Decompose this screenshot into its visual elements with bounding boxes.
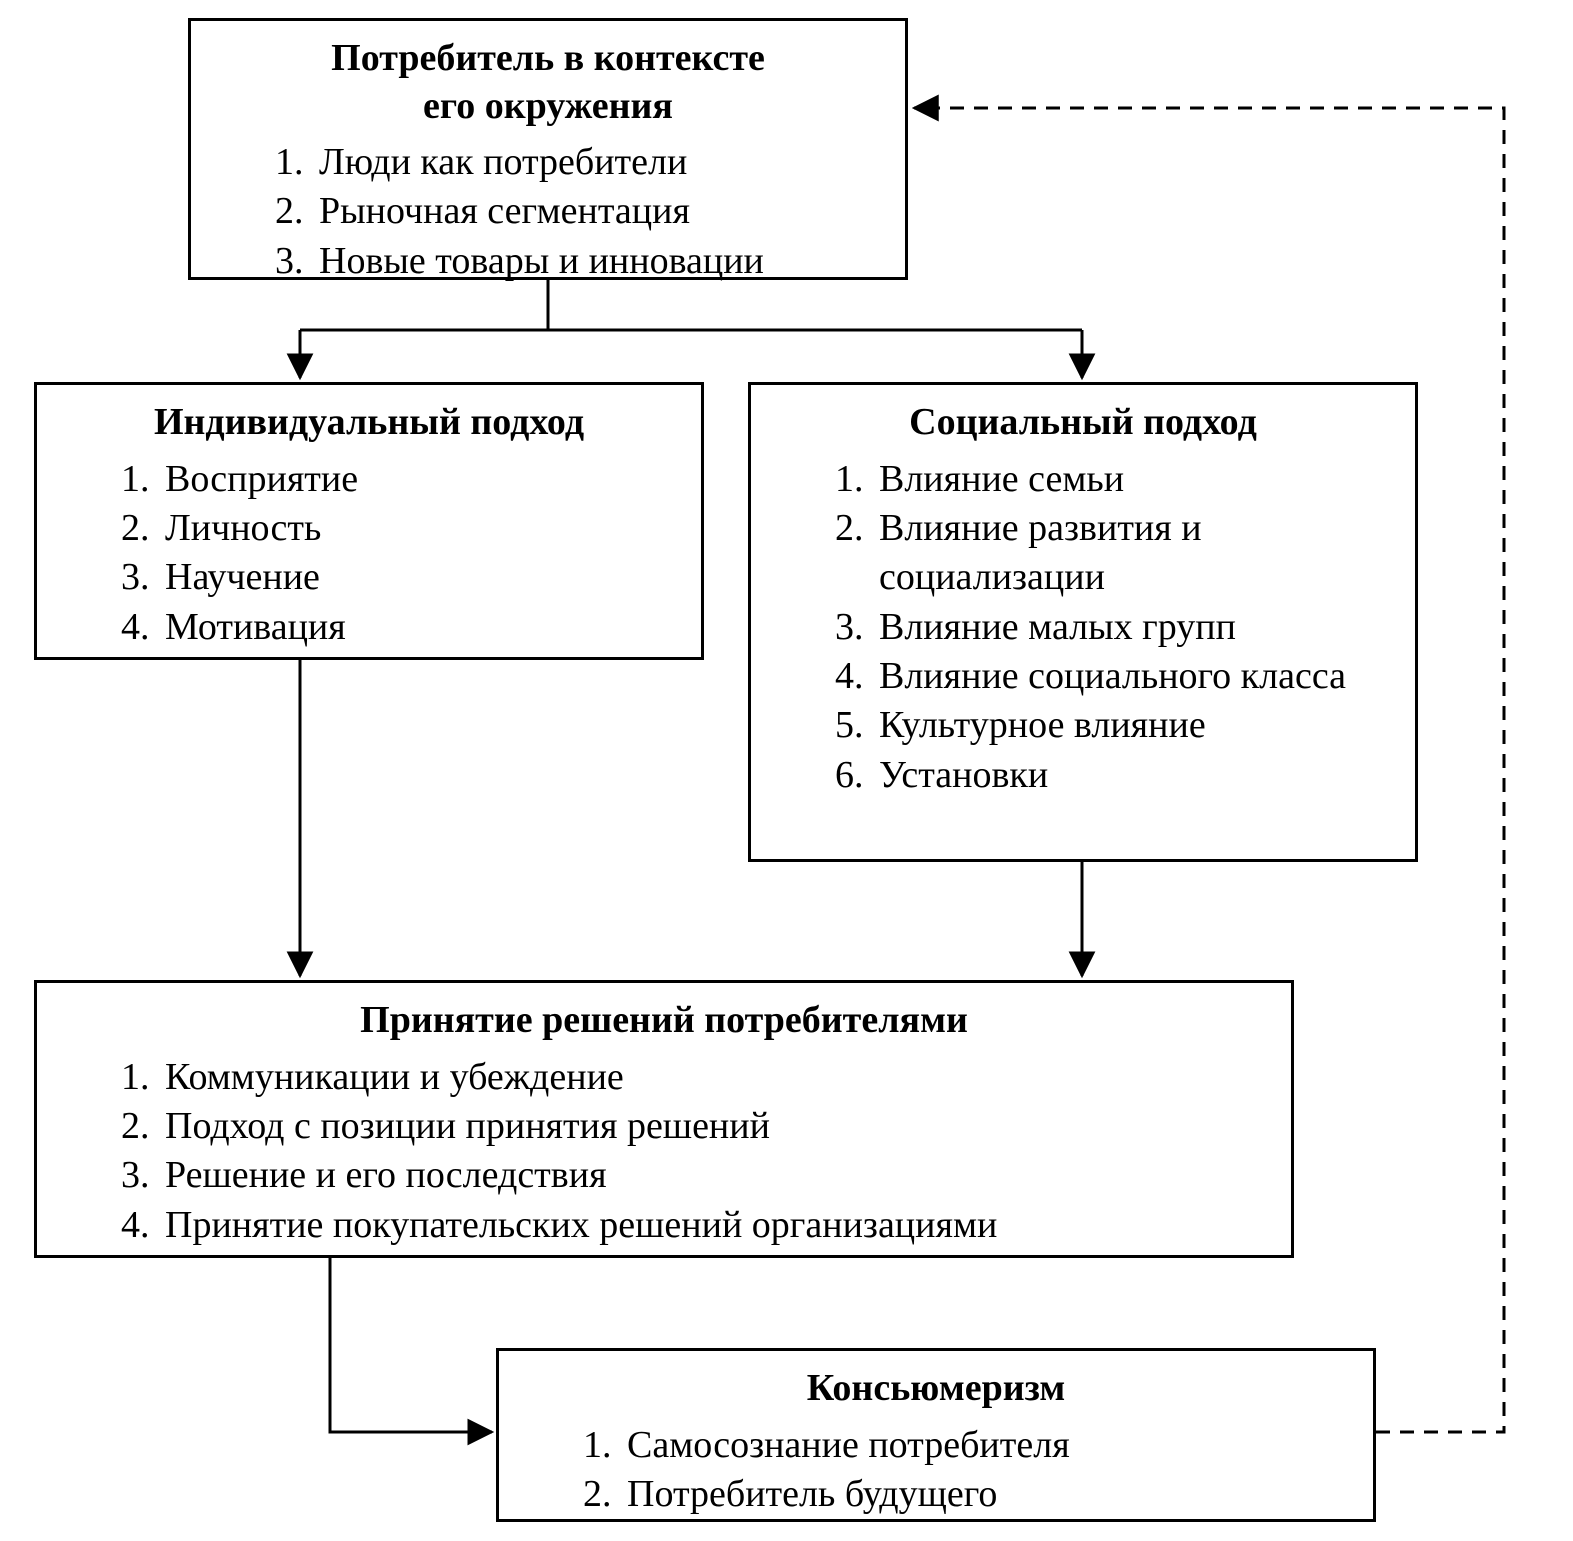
node-consumerism-title: Консьюмеризм (807, 1367, 1065, 1409)
edge-decisions-consumerism (330, 1258, 492, 1432)
flowchart-canvas: Потребитель в контексте его окружения Лю… (0, 0, 1573, 1541)
node-consumerism: Консьюмеризм Самосознание потребителя По… (496, 1348, 1376, 1522)
list-item: Новые товары и инновации (313, 237, 879, 286)
node-decisions: Принятие решений потребителями Коммуника… (34, 980, 1294, 1258)
list-item: Люди как потребители (313, 138, 879, 187)
list-item: Мотивация (159, 603, 675, 652)
node-context-title-2: его окружения (423, 85, 673, 127)
node-individual: Индивидуальный подход Восприятие Личност… (34, 382, 704, 660)
list-item: Научение (159, 553, 675, 602)
node-context: Потребитель в контексте его окружения Лю… (188, 18, 908, 280)
node-individual-title: Индивидуальный подход (154, 401, 584, 443)
list-item: Потребитель будущего (621, 1470, 1347, 1519)
list-item: Установки (873, 751, 1389, 800)
list-item: Личность (159, 504, 675, 553)
list-item: Самосознание потребителя (621, 1421, 1347, 1470)
list-item: Влияние малых групп (873, 603, 1389, 652)
list-item: Коммуникации и убеждение (159, 1053, 1265, 1102)
list-item: Влияние развития и социализации (873, 504, 1389, 603)
edge-context-split (300, 280, 1082, 374)
list-item: Влияние социального класса (873, 652, 1389, 701)
node-decisions-title: Принятие решений потребителями (360, 999, 968, 1041)
node-social-title: Социальный подход (909, 401, 1257, 443)
list-item: Культурное влияние (873, 701, 1389, 750)
node-social: Социальный подход Влияние семьи Влияние … (748, 382, 1418, 862)
list-item: Подход с позиции принятия решений (159, 1102, 1265, 1151)
list-item: Рыночная сегментация (313, 187, 879, 236)
list-item: Решение и его последствия (159, 1151, 1265, 1200)
list-item: Влияние семьи (873, 455, 1389, 504)
list-item: Принятие покупательских решений организа… (159, 1201, 1265, 1250)
node-context-title-1: Потребитель в контексте (331, 37, 765, 79)
list-item: Восприятие (159, 455, 675, 504)
